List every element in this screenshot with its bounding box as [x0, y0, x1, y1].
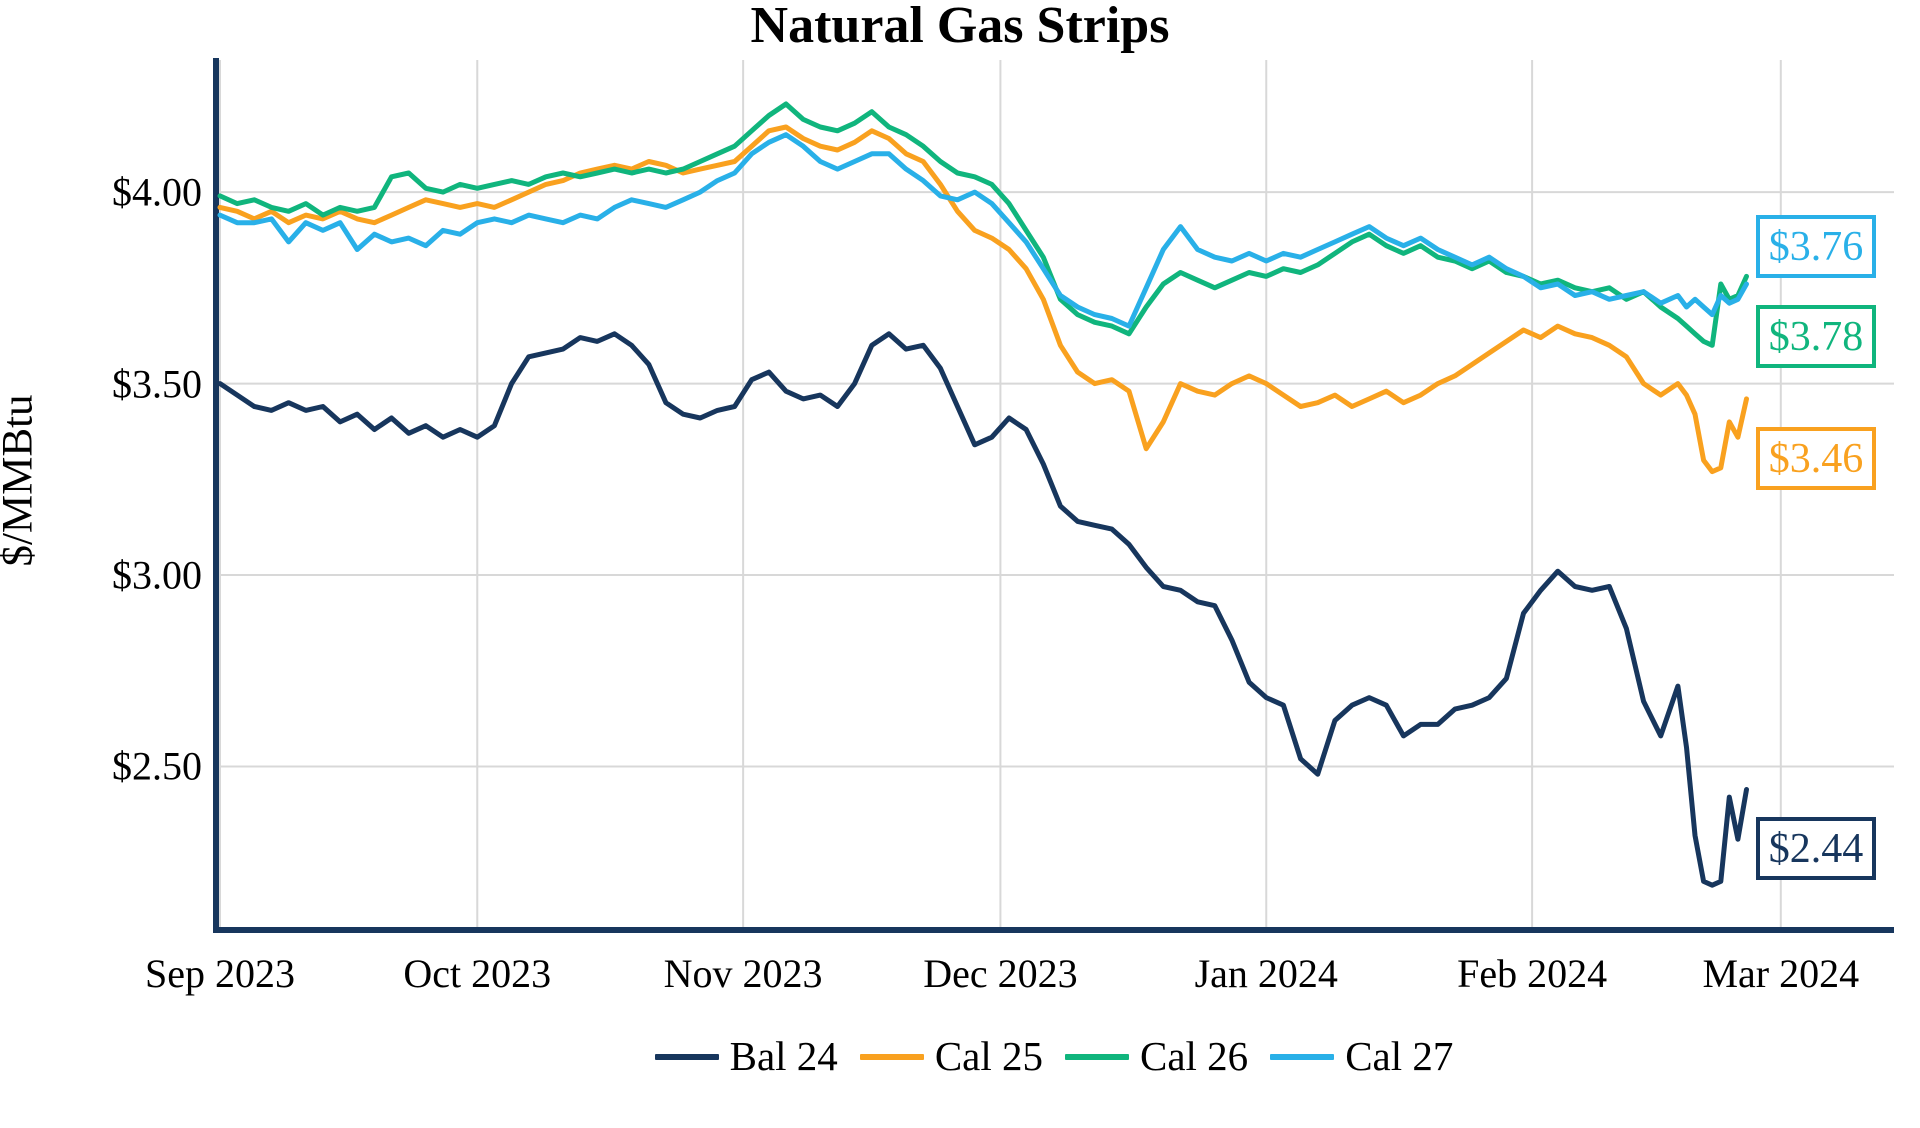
x-tick-label: Sep 2023 [145, 951, 295, 996]
end-value-label-cal-25: $3.46 [1756, 427, 1876, 490]
end-value-label-cal-26: $3.78 [1756, 305, 1876, 368]
end-value-label-cal-27: $3.76 [1756, 215, 1876, 278]
x-tick-label: Dec 2023 [923, 951, 1078, 996]
legend-label: Bal 24 [729, 1033, 838, 1079]
chart-title: Natural Gas Strips [750, 0, 1170, 54]
y-tick-label: $3.00 [112, 552, 202, 598]
legend-line-swatch [654, 1053, 719, 1060]
x-tick-label: Jan 2024 [1194, 951, 1338, 996]
x-tick-label: Oct 2023 [403, 951, 552, 996]
legend-item-cal-27: Cal 27 [1270, 1036, 1453, 1077]
x-tick-label: Nov 2023 [663, 951, 823, 996]
legend-item-cal-25: Cal 25 [859, 1033, 1043, 1079]
x-tick-label: Feb 2024 [1457, 951, 1608, 996]
legend-line-swatch [1065, 1053, 1129, 1060]
series-line-bal-24 [217, 331, 1749, 888]
x-tick-label: Mar 2024 [1702, 951, 1860, 996]
legend-label: Cal 25 [934, 1033, 1043, 1079]
y-tick-label: $4.00 [112, 169, 202, 215]
y-tick-label: $2.50 [112, 743, 202, 789]
series-line-cal-26 [217, 101, 1749, 348]
end-value-label-bal-24: $2.44 [1756, 817, 1876, 880]
legend-line-swatch [859, 1053, 924, 1060]
y-tick-label: $3.50 [112, 361, 202, 407]
legend-label: Cal 26 [1140, 1033, 1249, 1079]
legend-item-cal-26: Cal 26 [1065, 1036, 1248, 1077]
series-line-cal-27 [217, 132, 1749, 329]
legend: Bal 24 Cal 25 Cal 26 Cal 27 [214, 1036, 1894, 1077]
series-line-cal-25 [217, 124, 1749, 475]
legend-item-bal-24: Bal 24 [654, 1033, 838, 1079]
legend-line-swatch [1270, 1053, 1335, 1060]
legend-label: Cal 27 [1345, 1033, 1454, 1079]
